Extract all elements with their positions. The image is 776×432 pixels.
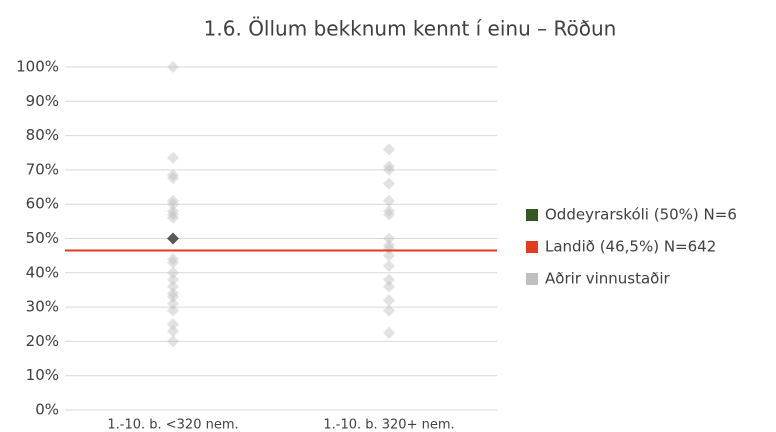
- point: [383, 326, 395, 339]
- point: [167, 61, 179, 73]
- chart-title: 1.6. Öllum bekknum kennt í einu – Röðun: [204, 17, 617, 41]
- legend-swatch: [526, 241, 538, 253]
- point: [167, 151, 179, 164]
- point: [167, 273, 179, 286]
- point: [167, 335, 179, 348]
- point: [383, 177, 395, 190]
- legend-swatch: [526, 209, 538, 221]
- point: [383, 294, 395, 307]
- point: [167, 172, 179, 185]
- y-tick-label: 90%: [26, 92, 59, 110]
- legend-label: Oddeyrarskóli (50%) N=6: [545, 206, 737, 224]
- y-tick-label: 40%: [26, 263, 59, 281]
- point: [167, 205, 179, 218]
- point: [167, 297, 179, 310]
- point: [167, 194, 179, 207]
- point: [167, 211, 179, 224]
- point: [383, 143, 395, 156]
- y-tick-label: 30%: [26, 298, 59, 316]
- point: [383, 249, 395, 262]
- point: [383, 163, 395, 176]
- point: [167, 325, 179, 338]
- point: [383, 205, 395, 218]
- point: [383, 259, 395, 272]
- point: [383, 208, 395, 221]
- point: [383, 194, 395, 207]
- legend-swatch: [526, 273, 538, 285]
- x-tick-label: 1.-10. b. <320 nem.: [107, 418, 238, 432]
- y-tick-label: 10%: [26, 366, 59, 384]
- point: [167, 256, 179, 269]
- y-tick-label: 50%: [26, 229, 59, 247]
- point: [167, 290, 179, 303]
- point: [383, 280, 395, 293]
- point: [167, 304, 179, 317]
- y-tick-label: 0%: [35, 401, 59, 419]
- y-tick-label: 80%: [26, 126, 59, 144]
- point: [383, 273, 395, 286]
- point: [167, 287, 179, 300]
- legend-label: Aðrir vinnustaðir: [545, 270, 671, 288]
- legend-label: Landið (46,5%) N=642: [545, 238, 716, 256]
- point: [167, 169, 179, 182]
- point: [383, 160, 395, 173]
- point: [167, 208, 179, 221]
- point: [167, 318, 179, 331]
- y-tick-label: 60%: [26, 195, 59, 213]
- point: [167, 253, 179, 266]
- point: [167, 198, 179, 211]
- point: [383, 242, 395, 255]
- point: [383, 232, 395, 245]
- point: [167, 232, 179, 245]
- y-tick-label: 70%: [26, 160, 59, 178]
- point: [383, 239, 395, 252]
- point: [383, 304, 395, 317]
- point: [167, 266, 179, 279]
- point: [167, 280, 179, 293]
- y-tick-label: 100%: [16, 58, 59, 76]
- x-tick-label: 1.-10. b. 320+ nem.: [323, 418, 454, 432]
- y-tick-label: 20%: [26, 332, 59, 350]
